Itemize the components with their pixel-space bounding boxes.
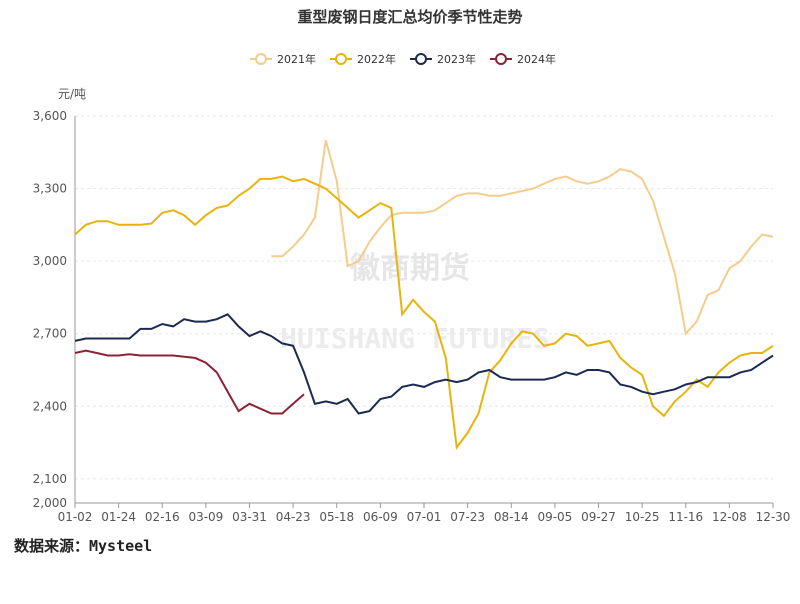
legend-icon bbox=[495, 53, 507, 65]
source-note: 数据来源：Mysteel bbox=[14, 537, 152, 555]
x-tick-label: 11-16 bbox=[668, 510, 703, 524]
x-tick-label: 09-05 bbox=[537, 510, 572, 524]
x-tick-label: 07-23 bbox=[450, 510, 485, 524]
x-tick-label: 07-01 bbox=[407, 510, 442, 524]
series-line bbox=[74, 313, 774, 415]
watermark: HUISHANG FUTURES bbox=[280, 322, 550, 355]
legend-icon bbox=[335, 53, 347, 65]
series-line bbox=[271, 139, 774, 336]
x-tick-label: 12-08 bbox=[712, 510, 747, 524]
x-tick-label: 12-30 bbox=[756, 510, 791, 524]
x-tick-label: 10-25 bbox=[625, 510, 660, 524]
x-tick-label: 01-02 bbox=[58, 510, 93, 524]
x-tick-label: 03-31 bbox=[232, 510, 267, 524]
x-tick-label: 04-23 bbox=[276, 510, 311, 524]
y-tick-label: 2,400 bbox=[33, 399, 67, 413]
y-tick-label: 2,100 bbox=[33, 472, 67, 486]
x-tick-label: 01-24 bbox=[101, 510, 136, 524]
y-tick-label: 3,000 bbox=[33, 254, 67, 268]
y-tick-label: 3,300 bbox=[33, 182, 67, 196]
y-unit: 元/吨 bbox=[58, 87, 86, 101]
series-line bbox=[74, 349, 305, 415]
legend-label: 2023年 bbox=[437, 52, 476, 66]
legend-icon bbox=[415, 53, 427, 65]
watermark: 徽商期货 bbox=[349, 251, 470, 286]
x-tick-label: 06-09 bbox=[363, 510, 398, 524]
legend-label: 2021年 bbox=[277, 52, 316, 66]
x-tick-label: 03-09 bbox=[188, 510, 223, 524]
x-tick-label: 09-27 bbox=[581, 510, 616, 524]
legend-icon bbox=[255, 53, 267, 65]
legend-label: 2024年 bbox=[517, 52, 556, 66]
series-line bbox=[74, 175, 774, 450]
x-tick-label: 02-16 bbox=[145, 510, 180, 524]
y-tick-label: 2,700 bbox=[33, 327, 67, 341]
y-tick-label: 2,000 bbox=[33, 496, 67, 510]
y-tick-label: 3,600 bbox=[33, 109, 67, 123]
x-tick-label: 08-14 bbox=[494, 510, 529, 524]
legend-label: 2022年 bbox=[357, 52, 396, 66]
x-tick-label: 05-18 bbox=[319, 510, 354, 524]
chart-title: 重型废钢日度汇总均价季节性走势 bbox=[297, 8, 522, 26]
